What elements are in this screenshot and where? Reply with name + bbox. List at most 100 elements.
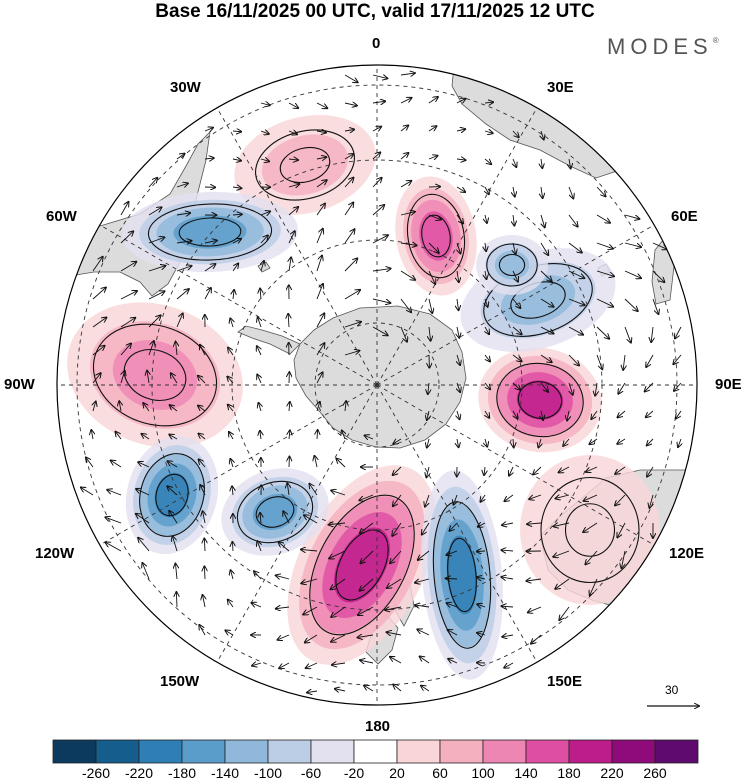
wind-vector-arrow bbox=[652, 270, 664, 282]
wind-vector-arrow bbox=[647, 438, 654, 445]
wind-vector-arrow bbox=[426, 466, 429, 477]
wind-vector-arrow bbox=[359, 494, 374, 500]
wind-vector-arrow bbox=[259, 403, 261, 412]
wind-vector-arrow bbox=[567, 410, 569, 421]
colorbar-tick-label: 60 bbox=[432, 765, 448, 781]
antarctic-peninsula bbox=[237, 325, 301, 355]
wind-vector-arrow bbox=[306, 662, 318, 668]
wind-vector-arrow bbox=[429, 326, 431, 341]
wind-vector-arrow bbox=[176, 289, 189, 300]
wind-vector-arrow bbox=[647, 466, 654, 477]
wind-vector-arrow bbox=[457, 438, 459, 447]
wind-vector-arrow bbox=[555, 495, 570, 498]
wind-vector-arrow bbox=[198, 406, 206, 412]
wind-vector-arrow bbox=[301, 578, 318, 583]
wind-vector-arrow bbox=[344, 229, 355, 244]
wind-vector-arrow bbox=[591, 410, 598, 419]
lon-label-60w: 60W bbox=[46, 208, 77, 225]
wind-vector-arrow bbox=[526, 579, 542, 581]
wind-vector-arrow bbox=[400, 153, 408, 160]
wind-vector-arrow bbox=[111, 461, 122, 468]
wind-vector-arrow bbox=[457, 410, 460, 419]
wind-vector-arrow bbox=[485, 186, 489, 194]
wind-vector-arrow bbox=[342, 430, 345, 440]
wind-vector-arrow bbox=[538, 438, 541, 447]
wind-vector-arrow bbox=[344, 203, 353, 216]
anomaly-high-pacific-nz bbox=[287, 465, 437, 665]
wind-vector-arrow bbox=[501, 550, 514, 551]
wind-vector-arrow bbox=[421, 686, 430, 692]
colorbar-tick-label: -140 bbox=[210, 765, 240, 781]
wind-vector-arrow bbox=[513, 410, 517, 419]
wind-vector-arrow bbox=[231, 570, 233, 580]
wind-vector-arrow bbox=[621, 550, 626, 568]
wind-vectors bbox=[81, 73, 681, 692]
colorbar-swatch bbox=[52, 739, 97, 764]
wind-vector-arrow bbox=[147, 371, 149, 384]
wind-vector-arrow bbox=[540, 326, 554, 334]
wind-vector-arrow bbox=[400, 298, 411, 312]
wind-vector-arrow bbox=[428, 270, 435, 284]
contour-line bbox=[255, 496, 295, 528]
wind-vector-arrow bbox=[204, 264, 215, 272]
wind-vector-arrow bbox=[261, 261, 264, 272]
colorbar-tick-label: -220 bbox=[124, 765, 154, 781]
wind-vector-arrow bbox=[502, 523, 514, 525]
wind-vector-arrow bbox=[288, 184, 299, 187]
wind-vector-arrow bbox=[138, 538, 150, 552]
wind-vector-arrow bbox=[387, 578, 402, 588]
colorbar-tick-label: 260 bbox=[643, 765, 667, 781]
wind-vector-arrow bbox=[527, 523, 542, 524]
wind-vector-arrow bbox=[176, 266, 191, 272]
wind-vector-arrow bbox=[233, 290, 234, 300]
lon-label-120e: 120E bbox=[669, 545, 705, 562]
wind-vector-arrow bbox=[485, 382, 490, 389]
map-title: Base 16/11/2025 00 UTC, valid 17/11/2025… bbox=[155, 1, 595, 22]
wind-vector-arrow bbox=[540, 270, 552, 281]
wind-vector-arrow bbox=[276, 607, 290, 609]
wind-vector-arrow bbox=[569, 158, 571, 168]
contour-level bbox=[516, 380, 564, 420]
wind-vector-arrow bbox=[372, 205, 384, 216]
wind-vector-arrow bbox=[200, 345, 206, 356]
wind-vector-arrow bbox=[563, 438, 570, 446]
colorbar-swatch bbox=[568, 739, 613, 764]
wind-vector-arrow bbox=[170, 405, 178, 412]
wind-vector-arrow bbox=[336, 459, 346, 468]
wind-vector-arrow bbox=[372, 178, 382, 188]
registered-mark: ® bbox=[712, 36, 719, 45]
wind-vector-arrow bbox=[232, 159, 241, 161]
wind-vector-arrow bbox=[329, 523, 346, 525]
wind-vector-arrow bbox=[229, 432, 233, 440]
wind-vector-arrow bbox=[289, 430, 290, 440]
wind-vector-arrow bbox=[344, 103, 357, 106]
wind-vector-arrow bbox=[168, 461, 178, 468]
wind-vector-arrow bbox=[617, 438, 626, 444]
reference-vector-label: 30 bbox=[665, 683, 679, 697]
wind-vector-arrow bbox=[344, 351, 359, 356]
wind-vector-arrow bbox=[385, 607, 402, 610]
colorbar-tick-label: -60 bbox=[300, 765, 322, 781]
wind-vector-arrow bbox=[425, 494, 430, 507]
contour-line bbox=[564, 503, 616, 557]
wind-vector-arrow bbox=[260, 513, 261, 524]
colorbar-swatch bbox=[95, 739, 140, 764]
wind-vector-arrow bbox=[309, 484, 318, 496]
wind-vector-arrow bbox=[358, 635, 374, 637]
wind-vector-arrow bbox=[512, 298, 520, 308]
contour-line bbox=[123, 349, 187, 401]
wind-vector-arrow bbox=[254, 571, 262, 580]
wind-vector-arrow bbox=[260, 103, 270, 105]
wind-vector-arrow bbox=[304, 515, 318, 524]
latitude-circle bbox=[231, 239, 523, 531]
colorbar-tick-label: 100 bbox=[471, 765, 495, 781]
wind-vector-arrow bbox=[448, 630, 458, 636]
wind-vector-arrow bbox=[651, 326, 653, 342]
colorbar-swatch bbox=[353, 739, 398, 764]
wind-vector-arrow bbox=[457, 354, 460, 365]
wind-vector-arrow bbox=[457, 298, 459, 310]
wind-vector-arrow bbox=[596, 186, 606, 196]
wind-vector-arrow bbox=[596, 270, 614, 276]
wind-vector-arrow bbox=[555, 578, 570, 589]
colorbar-swatch bbox=[310, 739, 355, 764]
